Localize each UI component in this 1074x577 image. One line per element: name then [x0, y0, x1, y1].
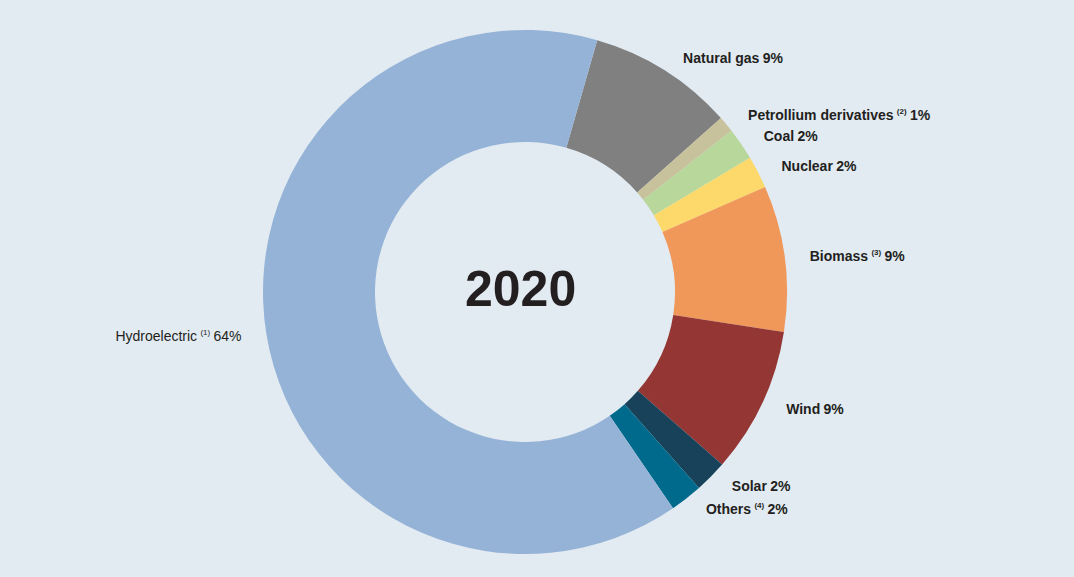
svg-text:2020: 2020 [465, 261, 576, 317]
svg-text:(2): (2) [897, 107, 907, 116]
svg-text:Coal: Coal [764, 128, 794, 144]
svg-text:(4): (4) [754, 501, 764, 510]
svg-text:Solar: Solar [732, 478, 768, 494]
svg-text:Hydroelectric: Hydroelectric [115, 328, 197, 344]
svg-text:2%: 2% [797, 128, 818, 144]
svg-text:Petrollium derivatives: Petrollium derivatives [748, 107, 894, 123]
svg-text:2%: 2% [767, 501, 788, 517]
svg-text:9%: 9% [763, 50, 784, 66]
svg-text:9%: 9% [824, 401, 845, 417]
svg-text:2%: 2% [770, 478, 791, 494]
svg-text:1%: 1% [910, 107, 931, 123]
svg-text:Others: Others [706, 501, 751, 517]
svg-text:(3): (3) [871, 248, 881, 257]
svg-text:Wind: Wind [786, 401, 820, 417]
svg-text:9%: 9% [885, 248, 906, 264]
svg-text:Biomass: Biomass [810, 248, 869, 264]
svg-text:(1): (1) [200, 328, 210, 337]
svg-text:Nuclear: Nuclear [781, 158, 833, 174]
svg-text:Natural gas: Natural gas [683, 50, 759, 66]
svg-text:64%: 64% [214, 328, 242, 344]
svg-text:2%: 2% [836, 158, 857, 174]
